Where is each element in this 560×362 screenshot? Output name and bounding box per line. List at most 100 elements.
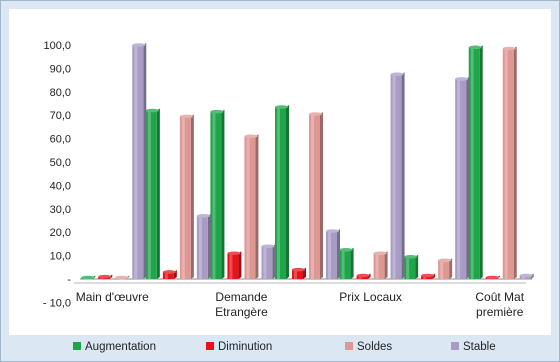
bar-top <box>244 134 258 139</box>
legend-swatch <box>451 342 459 350</box>
bar <box>455 76 470 280</box>
bar <box>326 229 340 279</box>
bar-highlight <box>134 45 138 279</box>
bar-side <box>255 134 259 279</box>
bar-highlight <box>406 256 410 279</box>
category-label-line: Demande <box>215 290 267 304</box>
legend-swatch <box>345 342 353 350</box>
bar <box>309 112 323 279</box>
bar-top <box>339 247 353 252</box>
bar-highlight <box>358 275 362 279</box>
bar-highlight <box>423 275 427 279</box>
bar-side <box>350 247 354 279</box>
category-label-line: Main d'œuvre <box>76 290 149 304</box>
bar <box>339 247 354 279</box>
bar <box>261 244 276 279</box>
bar-side <box>143 43 147 279</box>
bar-top <box>502 46 516 51</box>
legend-swatch <box>206 342 214 350</box>
bar-side <box>367 273 371 279</box>
bar-side <box>432 273 436 279</box>
bar-highlight <box>198 215 202 279</box>
bar-front <box>179 116 191 280</box>
bar-highlight <box>263 246 267 279</box>
bar-highlight <box>181 116 185 280</box>
bar-highlight <box>392 74 396 279</box>
bar-highlight <box>328 231 331 279</box>
bar <box>132 43 147 279</box>
bar-top <box>421 273 435 278</box>
y-tick-label: 80,0 <box>50 87 71 99</box>
bar-top <box>132 43 146 47</box>
bar-front <box>275 107 286 279</box>
bar <box>502 46 517 280</box>
y-tick-label: 60,0 <box>50 134 71 146</box>
bar-front <box>132 45 144 279</box>
bar-highlight <box>246 136 250 279</box>
bar <box>275 105 289 279</box>
bar-top <box>196 214 210 218</box>
category-label-line: Prix Locaux <box>339 290 402 304</box>
bar-front <box>162 271 174 279</box>
y-tick-label: 10,0 <box>50 251 71 263</box>
bar <box>227 251 242 279</box>
bar-front <box>455 78 467 280</box>
bar-top <box>145 108 159 113</box>
bar-front <box>468 47 480 280</box>
bar-front <box>292 269 303 279</box>
bar <box>196 213 211 279</box>
bar <box>519 273 534 279</box>
bar-highlight <box>277 107 280 279</box>
bar-highlight <box>147 110 151 280</box>
bar-side <box>320 112 323 279</box>
bar-top <box>162 270 176 274</box>
y-tick-label: 90,0 <box>50 63 71 75</box>
bar-top <box>519 273 533 278</box>
bar-top <box>390 72 404 77</box>
legend-label: Diminution <box>218 341 272 353</box>
y-tick-label: 20,0 <box>50 227 71 239</box>
bar-side <box>415 254 419 279</box>
bar-top <box>115 275 129 280</box>
bar-front <box>373 253 385 279</box>
category-label: Main d'œuvre <box>76 290 149 304</box>
bar <box>421 273 436 279</box>
bar <box>292 267 306 279</box>
category-label: Prix Locaux <box>339 290 402 304</box>
bar <box>162 269 177 279</box>
bar-top <box>356 273 370 278</box>
bar <box>438 258 453 279</box>
bar-highlight <box>440 260 444 279</box>
y-tick-label: 30,0 <box>50 204 71 216</box>
category-label-line: première <box>476 305 524 319</box>
bar <box>210 109 225 279</box>
bar-front <box>390 74 402 279</box>
bar-highlight <box>164 271 168 279</box>
bar-top <box>455 77 469 81</box>
bar-top <box>468 45 482 50</box>
bar-top <box>309 112 322 116</box>
legend-label: Augmentation <box>85 341 156 353</box>
x-axis: Main d'œuvre Demande Etrangère Prix Locaux C… <box>76 290 525 319</box>
bar-front <box>196 215 208 279</box>
bar <box>404 254 419 279</box>
bar-highlight <box>212 111 216 279</box>
bar-side <box>513 46 517 280</box>
bar <box>373 251 388 279</box>
bar <box>179 114 194 280</box>
bar <box>390 72 405 279</box>
bar-side <box>337 229 340 279</box>
legend-label: Soldes <box>357 341 392 353</box>
bar-front <box>404 256 416 279</box>
bar-highlight <box>504 48 508 280</box>
category-label: Demande Etrangère <box>215 290 268 319</box>
bar-side <box>449 258 453 279</box>
bar <box>356 273 371 279</box>
bar-side <box>238 251 242 279</box>
y-tick-label: 100,0 <box>43 40 71 52</box>
bar-side <box>479 45 483 280</box>
bar-top <box>261 244 275 249</box>
bar-side <box>401 72 405 279</box>
bar-top <box>179 114 193 119</box>
bar-top <box>275 105 288 109</box>
